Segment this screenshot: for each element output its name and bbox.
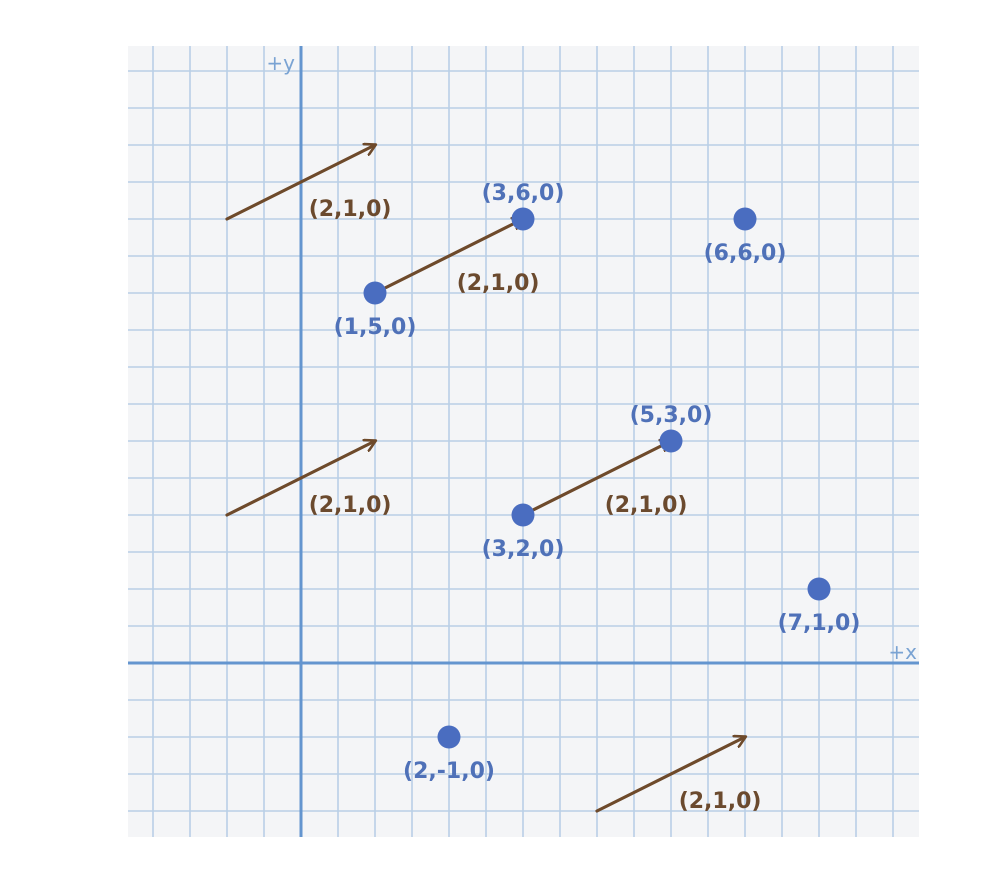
point-label: (5,3,0) xyxy=(630,403,713,428)
vector-arrow xyxy=(595,737,745,813)
points: (3,6,0) (6,6,0) (1,5,0) (5,3,0) (3,2,0) (7,1,… xyxy=(334,181,861,784)
vector-label: (2,1,0) xyxy=(605,493,688,518)
vector-arrow xyxy=(225,441,375,517)
point-marker xyxy=(511,503,535,527)
point-label: (3,2,0) xyxy=(482,537,565,562)
point-label: (6,6,0) xyxy=(704,241,787,266)
point-label: (1,5,0) xyxy=(334,315,417,340)
point-label: (2,-1,0) xyxy=(403,759,495,784)
vector-arrow xyxy=(225,145,375,221)
point-marker xyxy=(733,207,757,231)
vector-label: (2,1,0) xyxy=(309,197,392,222)
vector-label: (2,1,0) xyxy=(679,789,762,814)
y-axis-label: +y xyxy=(266,51,295,75)
point-marker xyxy=(807,577,831,601)
x-axis-label: +x xyxy=(888,640,917,664)
grid-lines xyxy=(128,46,919,837)
point-label: (7,1,0) xyxy=(778,611,861,636)
point-marker xyxy=(437,725,461,749)
vector-label: (2,1,0) xyxy=(309,493,392,518)
point-marker xyxy=(659,429,683,453)
vector-arrow xyxy=(521,441,671,517)
point-label: (3,6,0) xyxy=(482,181,565,206)
vectors: (2,1,0) (2,1,0) (2,1,0) (2,1,0) (2,1,0) xyxy=(225,145,762,814)
vector-label: (2,1,0) xyxy=(457,271,540,296)
point-marker xyxy=(363,281,387,305)
point-marker xyxy=(511,207,535,231)
vector-arrow xyxy=(373,219,523,295)
